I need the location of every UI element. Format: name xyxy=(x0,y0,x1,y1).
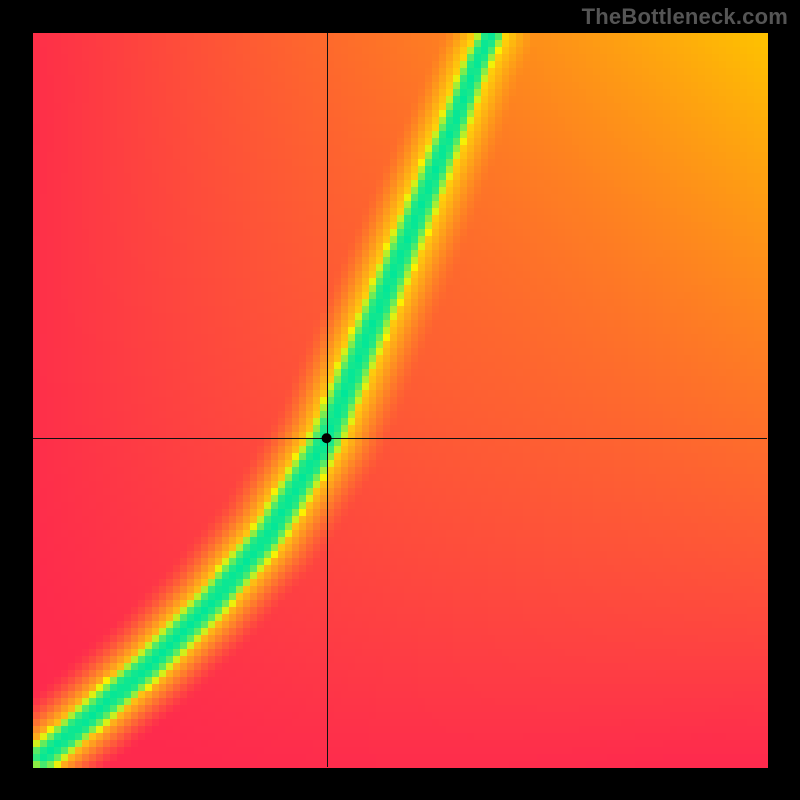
heatmap-canvas xyxy=(0,0,800,800)
watermark-text: TheBottleneck.com xyxy=(582,4,788,30)
chart-container: TheBottleneck.com xyxy=(0,0,800,800)
